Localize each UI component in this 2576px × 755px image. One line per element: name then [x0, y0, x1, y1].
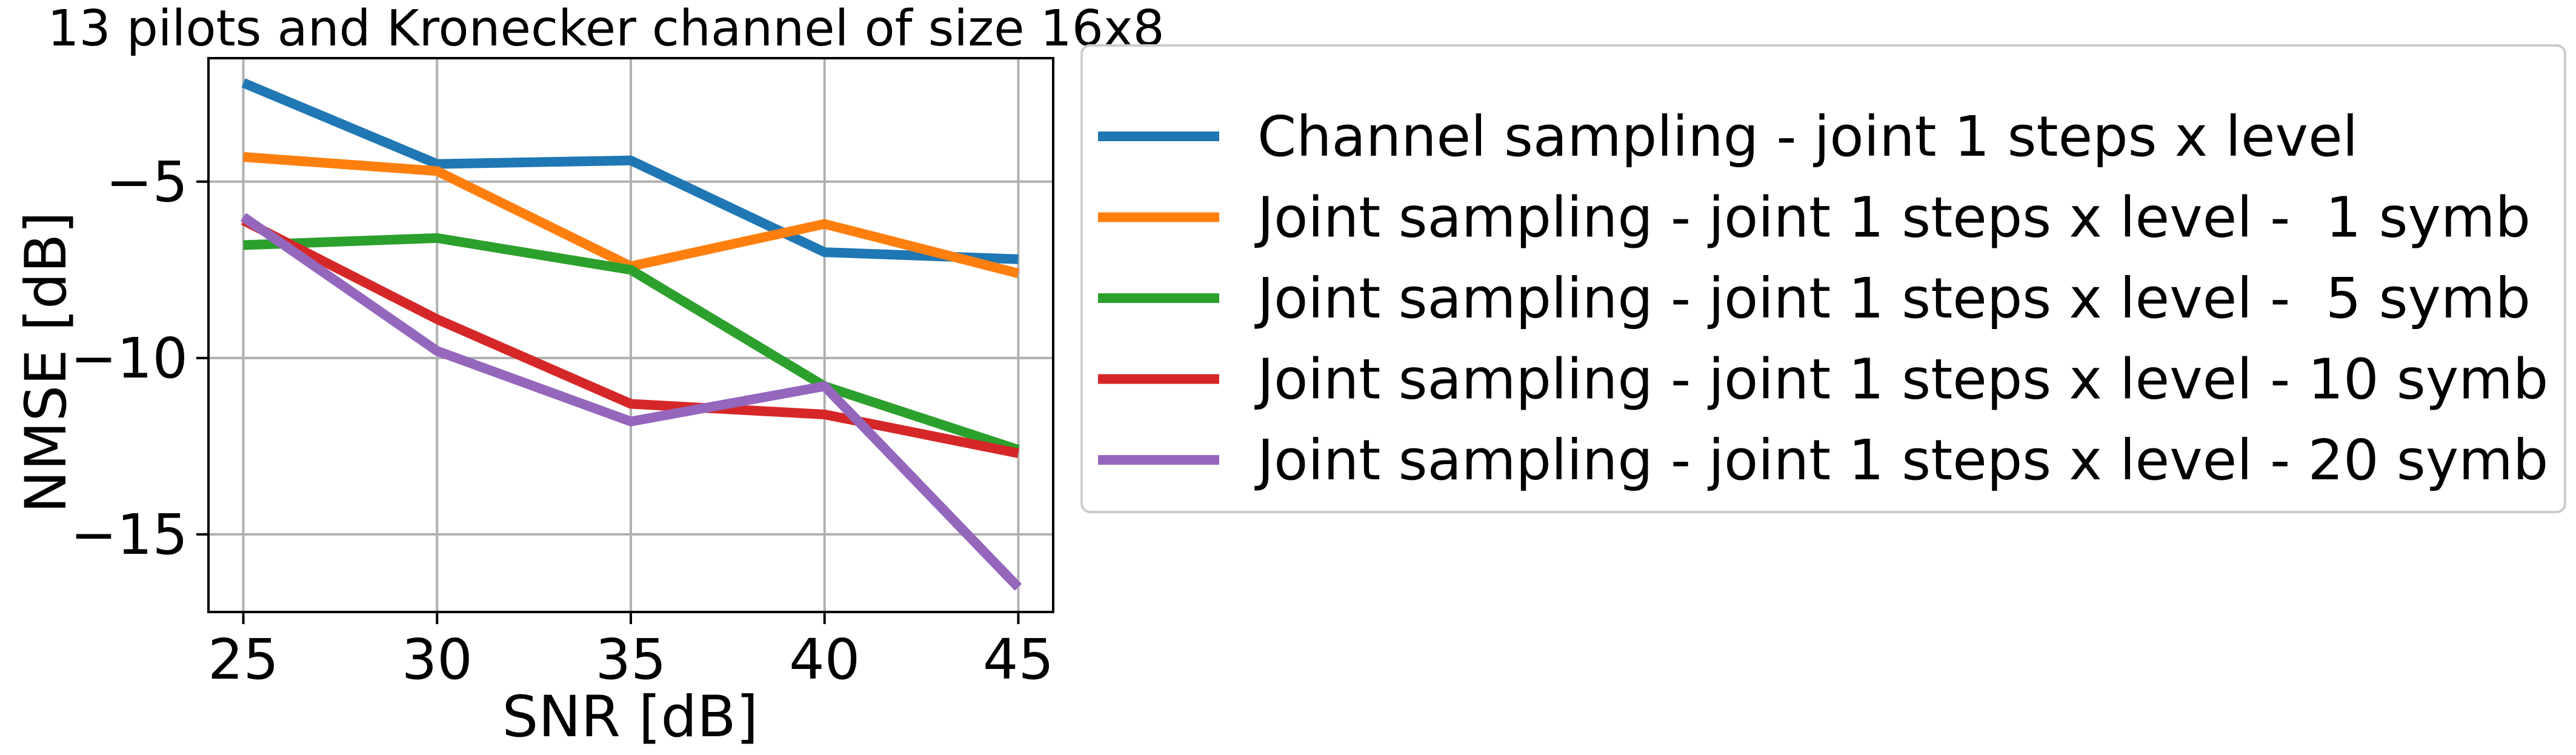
legend-item-5: Joint sampling - joint 1 steps x level -… — [1098, 428, 2548, 493]
legend-item-1: Channel sampling - joint 1 steps x level — [1098, 104, 2358, 169]
y-tick-label: −5 — [105, 150, 188, 215]
legend-label: Channel sampling - joint 1 steps x level — [1257, 104, 2358, 169]
legend-label: Joint sampling - joint 1 steps x level -… — [1254, 347, 2548, 412]
series-line-4 — [241, 216, 1019, 458]
chart-title: 13 pilots and Kronecker channel of size … — [47, 0, 1164, 58]
x-tick-label: 30 — [402, 627, 473, 692]
y-tick-label: −15 — [70, 502, 188, 567]
legend-item-2: Joint sampling - joint 1 steps x level -… — [1098, 185, 2531, 250]
x-tick-label: 35 — [595, 627, 666, 692]
axis-ticks: 25 30 35 40 45 −5 −10 −15 — [70, 150, 1054, 692]
x-axis-label: SNR [dB] — [502, 684, 759, 750]
y-axis-label: NMSE [dB] — [13, 211, 79, 513]
legend-item-4: Joint sampling - joint 1 steps x level -… — [1098, 347, 2548, 412]
legend-item-3: Joint sampling - joint 1 steps x level -… — [1098, 266, 2531, 331]
x-tick-label: 45 — [983, 627, 1054, 692]
legend-frame — [1080, 44, 2566, 513]
legend-label: Joint sampling - joint 1 steps x level -… — [1254, 428, 2548, 493]
grid — [208, 58, 1053, 612]
series-line-1 — [241, 78, 1019, 264]
series-lines — [241, 78, 1022, 591]
y-tick-label: −10 — [70, 326, 188, 391]
legend: Channel sampling - joint 1 steps x level… — [1080, 44, 2566, 513]
series-line-3 — [243, 233, 1020, 454]
legend-label: Joint sampling - joint 1 steps x level -… — [1254, 266, 2531, 331]
x-tick-label: 40 — [789, 627, 860, 692]
legend-label: Joint sampling - joint 1 steps x level -… — [1254, 185, 2531, 250]
x-tick-label: 25 — [208, 627, 279, 692]
series-line-5 — [241, 213, 1022, 591]
